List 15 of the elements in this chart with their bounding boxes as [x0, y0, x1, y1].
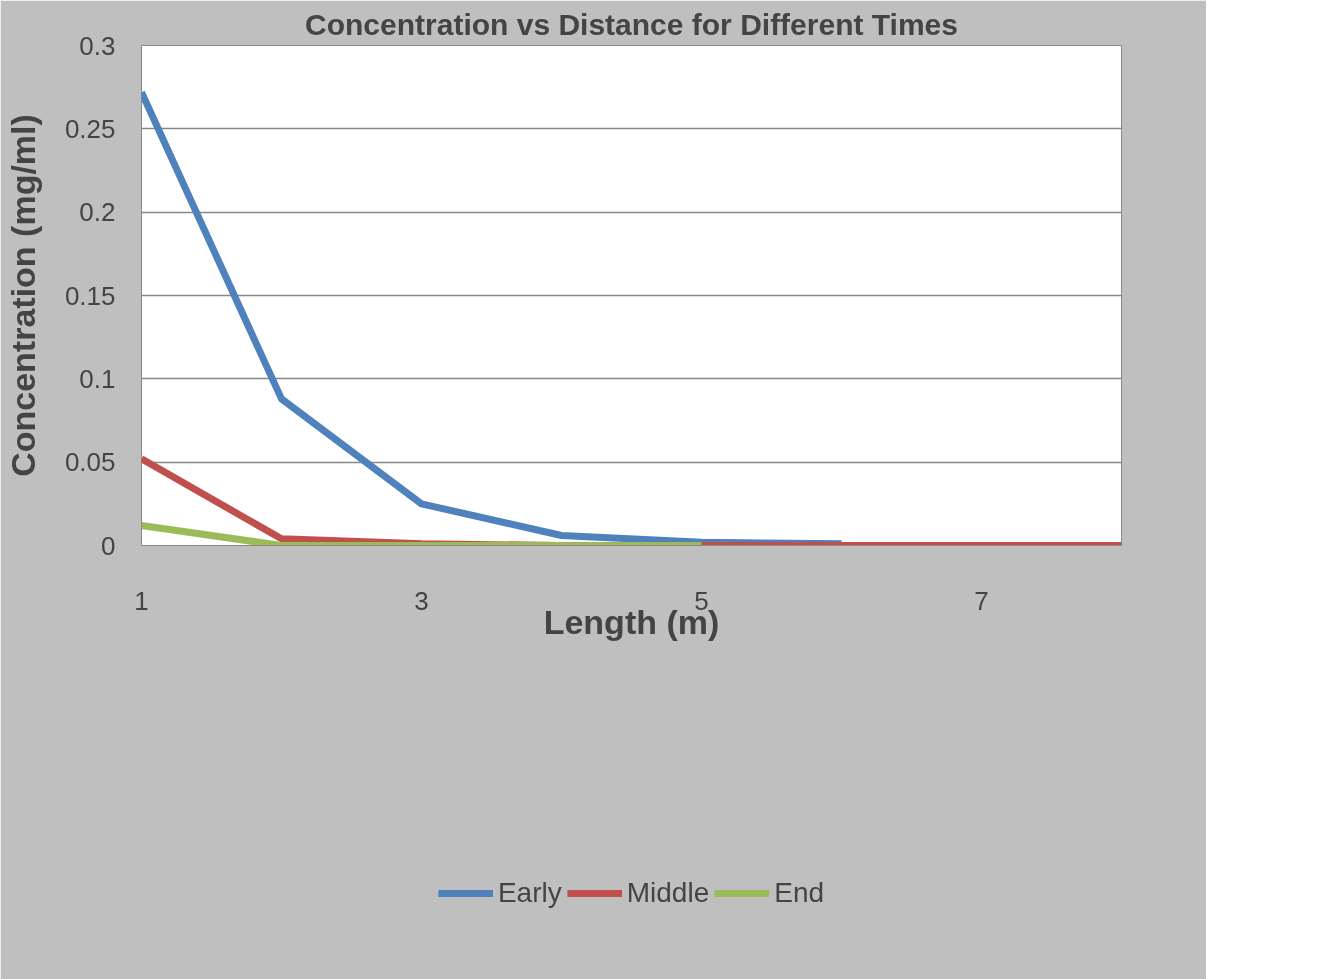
y-tick-label: 0.15: [64, 280, 116, 311]
x-tick-label: 7: [974, 585, 989, 616]
y-tick-label: 0.25: [64, 113, 116, 144]
legend-label: End: [774, 877, 825, 909]
legend-label: Early: [497, 877, 562, 909]
y-tick-label: 0.05: [64, 447, 116, 478]
chart-title: Concentration vs Distance for Different Times: [305, 7, 958, 41]
y-tick-label: 0.1: [79, 363, 116, 394]
y-axis-title: Concentration (mg/ml): [3, 114, 42, 477]
y-tick-label: 0: [101, 530, 116, 561]
y-tick-label: 0.3: [79, 30, 116, 61]
x-tick-label: 3: [414, 585, 429, 616]
y-tick-label: 0.2: [79, 197, 116, 228]
legend-label: Middle: [626, 877, 710, 909]
x-tick-label: 1: [134, 585, 149, 616]
